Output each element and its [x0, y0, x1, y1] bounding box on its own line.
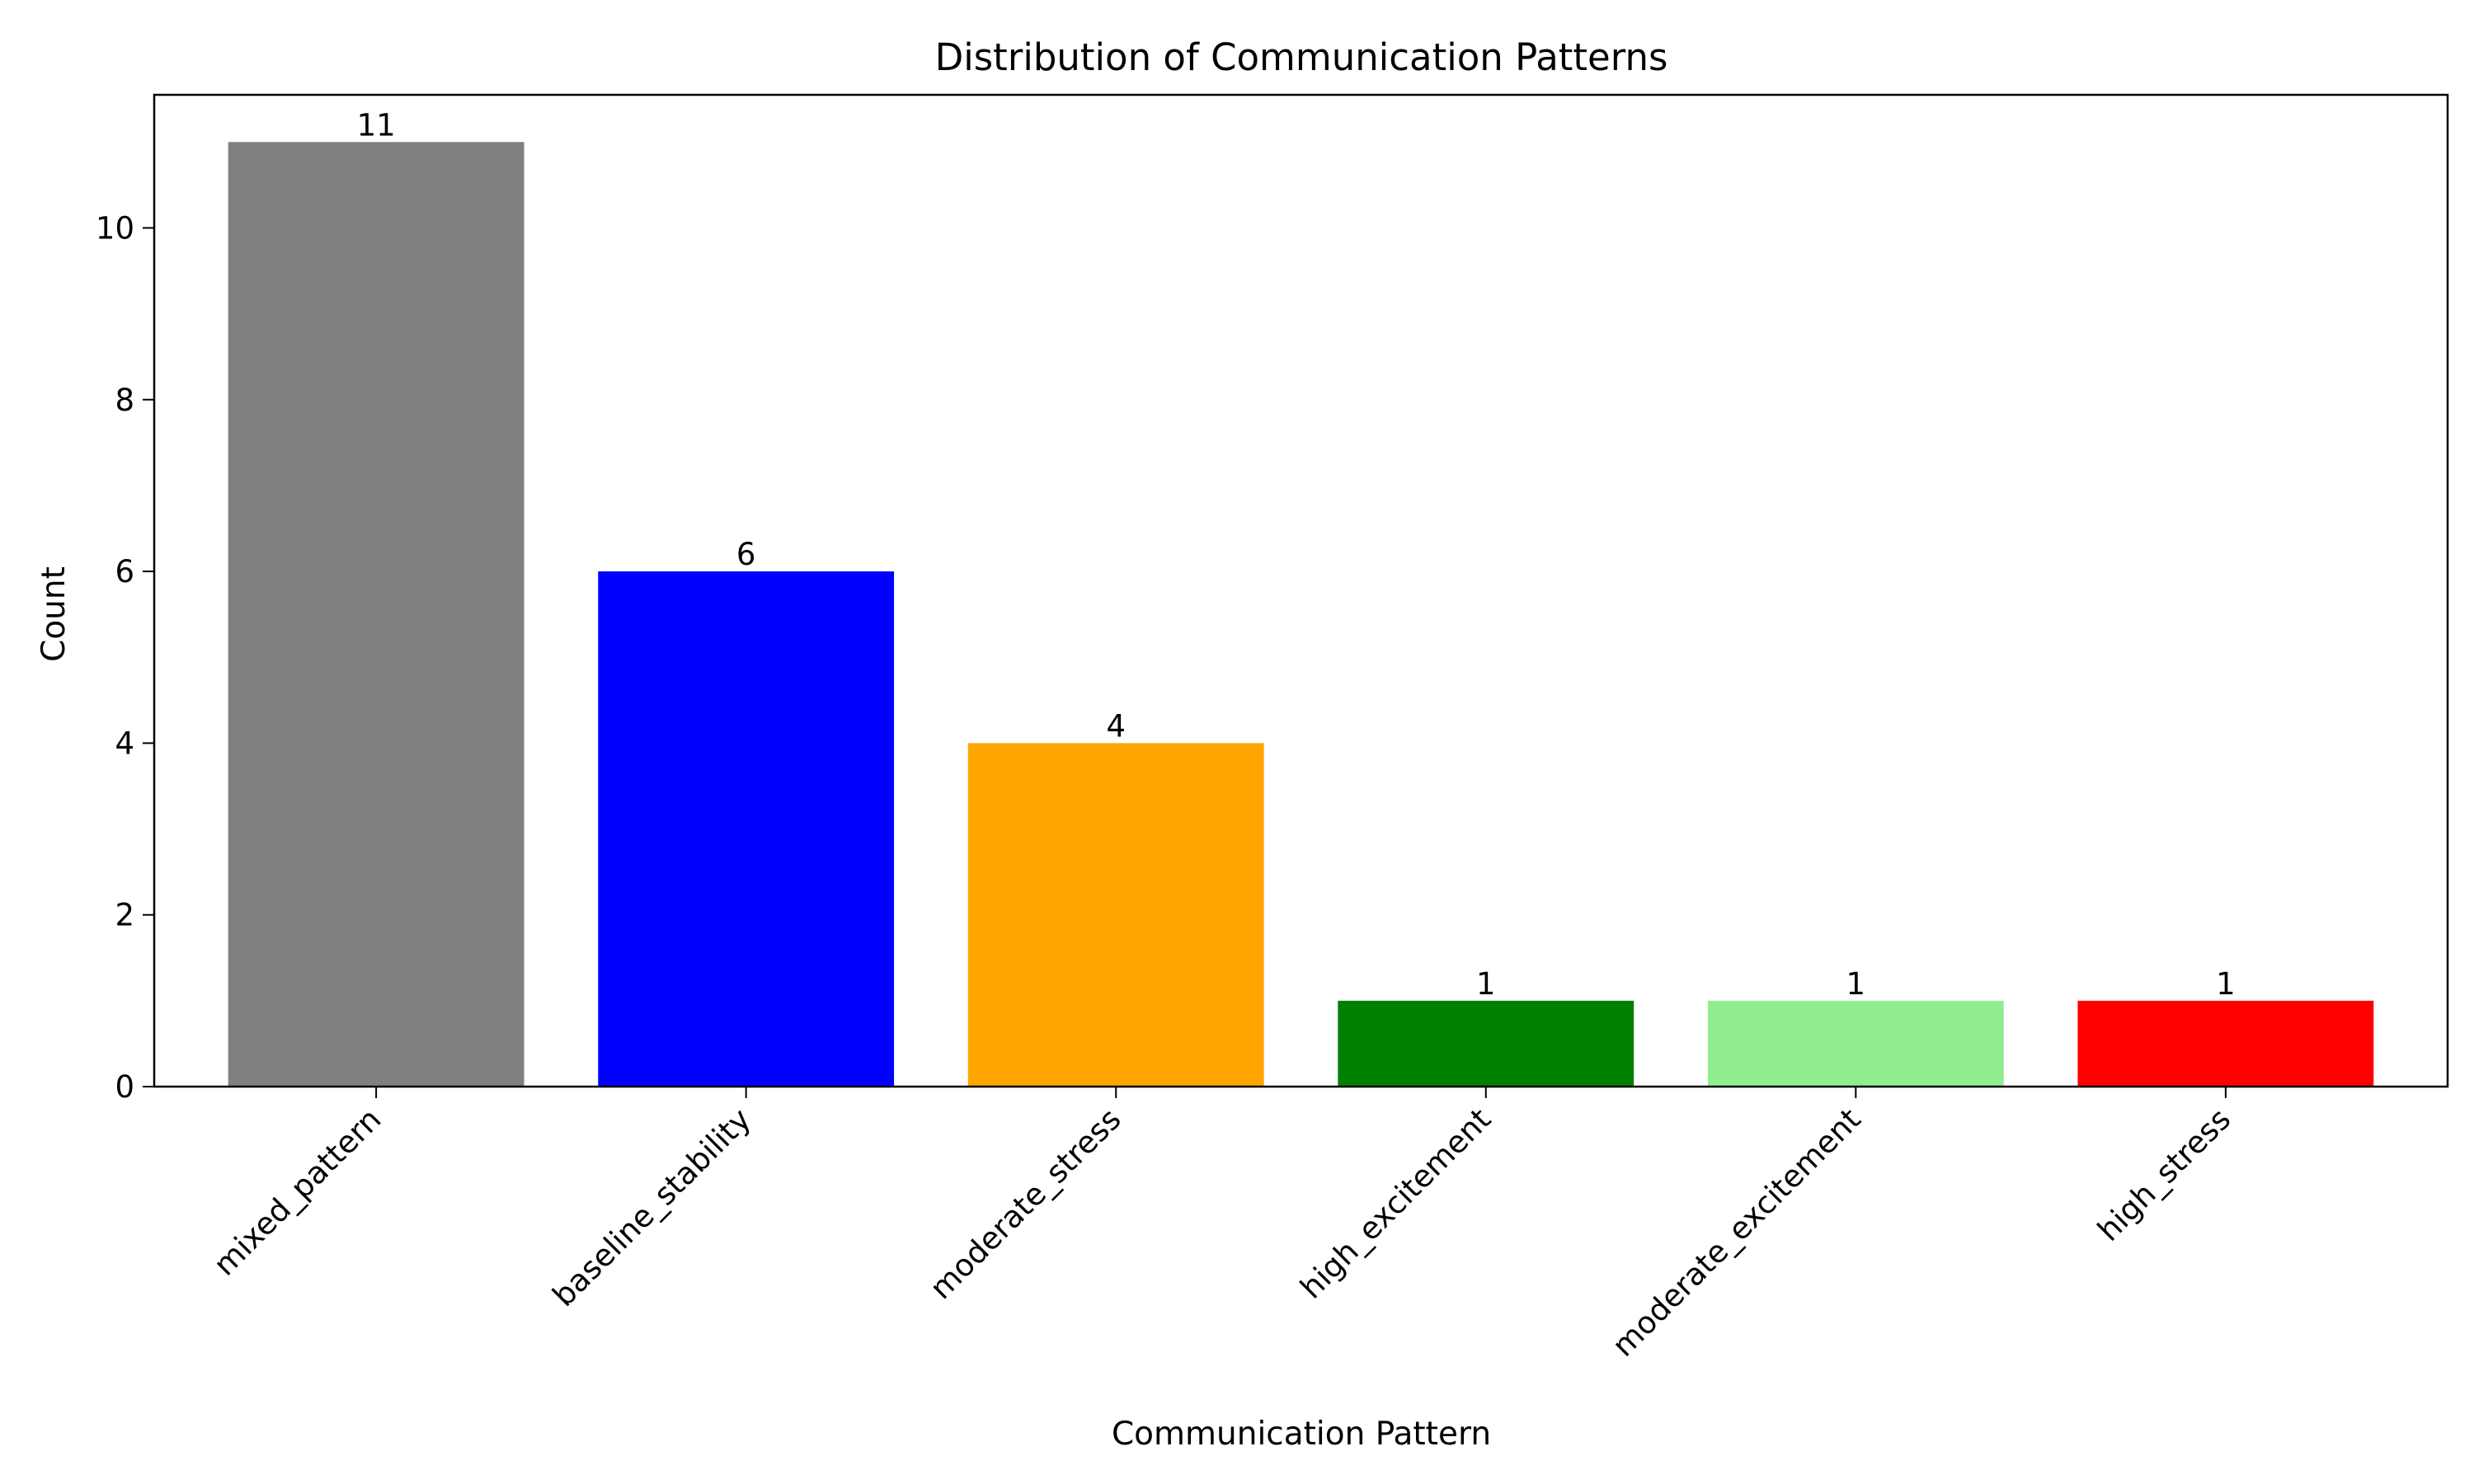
x-tick-label-moderate_excitement: moderate_excitement: [1606, 1101, 1868, 1364]
x-tick-label-baseline_stability: baseline_stability: [546, 1101, 758, 1313]
bar-high_stress: [2077, 1000, 2374, 1087]
plot-area: 11mixed_pattern6baseline_stability4moder…: [96, 93, 2449, 1364]
plot-frame: [153, 93, 2449, 1088]
bar-high_excitement: [1338, 1000, 1634, 1087]
bar-baseline_stability: [598, 571, 895, 1087]
y-tick-label-6: 6: [115, 554, 134, 589]
x-tick-label-high_stress: high_stress: [2091, 1101, 2237, 1248]
y-tick-label-10: 10: [96, 210, 134, 246]
x-tick-label-high_excitement: high_excitement: [1294, 1101, 1498, 1306]
y-tick-label-4: 4: [115, 726, 134, 761]
bar-moderate_stress: [967, 743, 1264, 1087]
y-axis-label: Count: [35, 566, 73, 662]
bar-mixed_pattern: [228, 142, 524, 1087]
chart-title: Distribution of Communication Patterns: [935, 35, 1668, 79]
data-label-high_excitement: 1: [1476, 966, 1496, 1002]
x-tick-label-moderate_stress: moderate_stress: [923, 1101, 1127, 1306]
y-tick-label-8: 8: [115, 383, 134, 418]
data-label-mixed_pattern: 11: [357, 107, 396, 143]
y-tick-label-2: 2: [115, 898, 134, 933]
y-tick-label-0: 0: [115, 1069, 134, 1105]
data-label-baseline_stability: 6: [736, 537, 756, 572]
bar-moderate_excitement: [1707, 1000, 2004, 1087]
data-label-moderate_excitement: 1: [1846, 966, 1866, 1002]
x-tick-label-mixed_pattern: mixed_pattern: [207, 1101, 388, 1283]
x-axis-label: Communication Pattern: [1112, 1416, 1491, 1453]
data-label-high_stress: 1: [2216, 966, 2236, 1002]
data-label-moderate_stress: 4: [1106, 708, 1126, 744]
